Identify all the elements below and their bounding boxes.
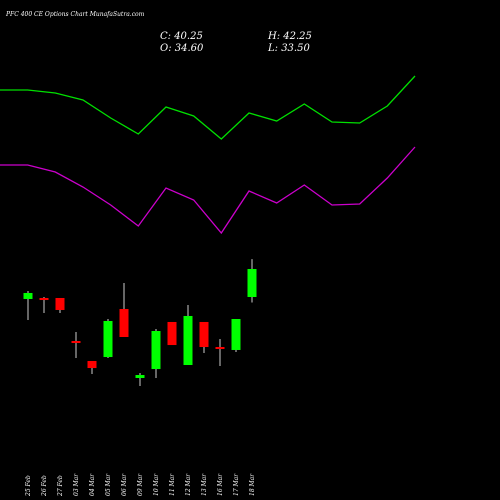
candle-body <box>87 360 97 369</box>
x-tick-label: 17 Mar <box>233 473 240 496</box>
x-tick-label: 11 Mar <box>169 473 176 496</box>
candle-body <box>39 297 49 301</box>
candle-body <box>135 375 145 378</box>
x-tick-label: 27 Feb <box>57 475 64 497</box>
candle-body <box>151 331 161 370</box>
chart-title: PFC 400 CE Options Chart MunafaSutra.com <box>5 11 145 18</box>
x-tick-label: 25 Feb <box>25 475 32 497</box>
x-tick-label: 13 Mar <box>201 473 208 496</box>
candle-body <box>55 297 65 310</box>
open-label: O: 34.60 <box>160 43 204 54</box>
x-tick-label: 09 Mar <box>137 473 144 496</box>
x-tick-label: 06 Mar <box>121 473 128 496</box>
x-tick-label: 26 Feb <box>41 475 48 497</box>
high-label: H: 42.25 <box>267 31 312 42</box>
candle-body <box>247 268 257 297</box>
x-tick-label: 18 Mar <box>249 473 256 496</box>
candle-body <box>23 292 33 299</box>
candle-body <box>183 315 193 366</box>
x-tick-label: 03 Mar <box>73 473 80 496</box>
x-tick-label: 16 Mar <box>217 473 224 496</box>
x-tick-label: 10 Mar <box>153 473 160 496</box>
low-label: L: 33.50 <box>267 43 310 54</box>
line-series <box>0 75 416 140</box>
close-label: C: 40.25 <box>160 31 203 42</box>
candle-body <box>103 320 113 358</box>
candle-body <box>119 308 129 337</box>
x-tick-label: 12 Mar <box>185 473 192 496</box>
candle-body <box>215 347 225 349</box>
x-tick-label: 05 Mar <box>105 473 112 496</box>
x-tick-label: 04 Mar <box>89 473 96 496</box>
line-series <box>0 146 416 235</box>
candle-body <box>71 341 81 343</box>
candle-body <box>167 321 177 346</box>
candle-body <box>231 319 241 350</box>
candle-body <box>199 321 209 348</box>
